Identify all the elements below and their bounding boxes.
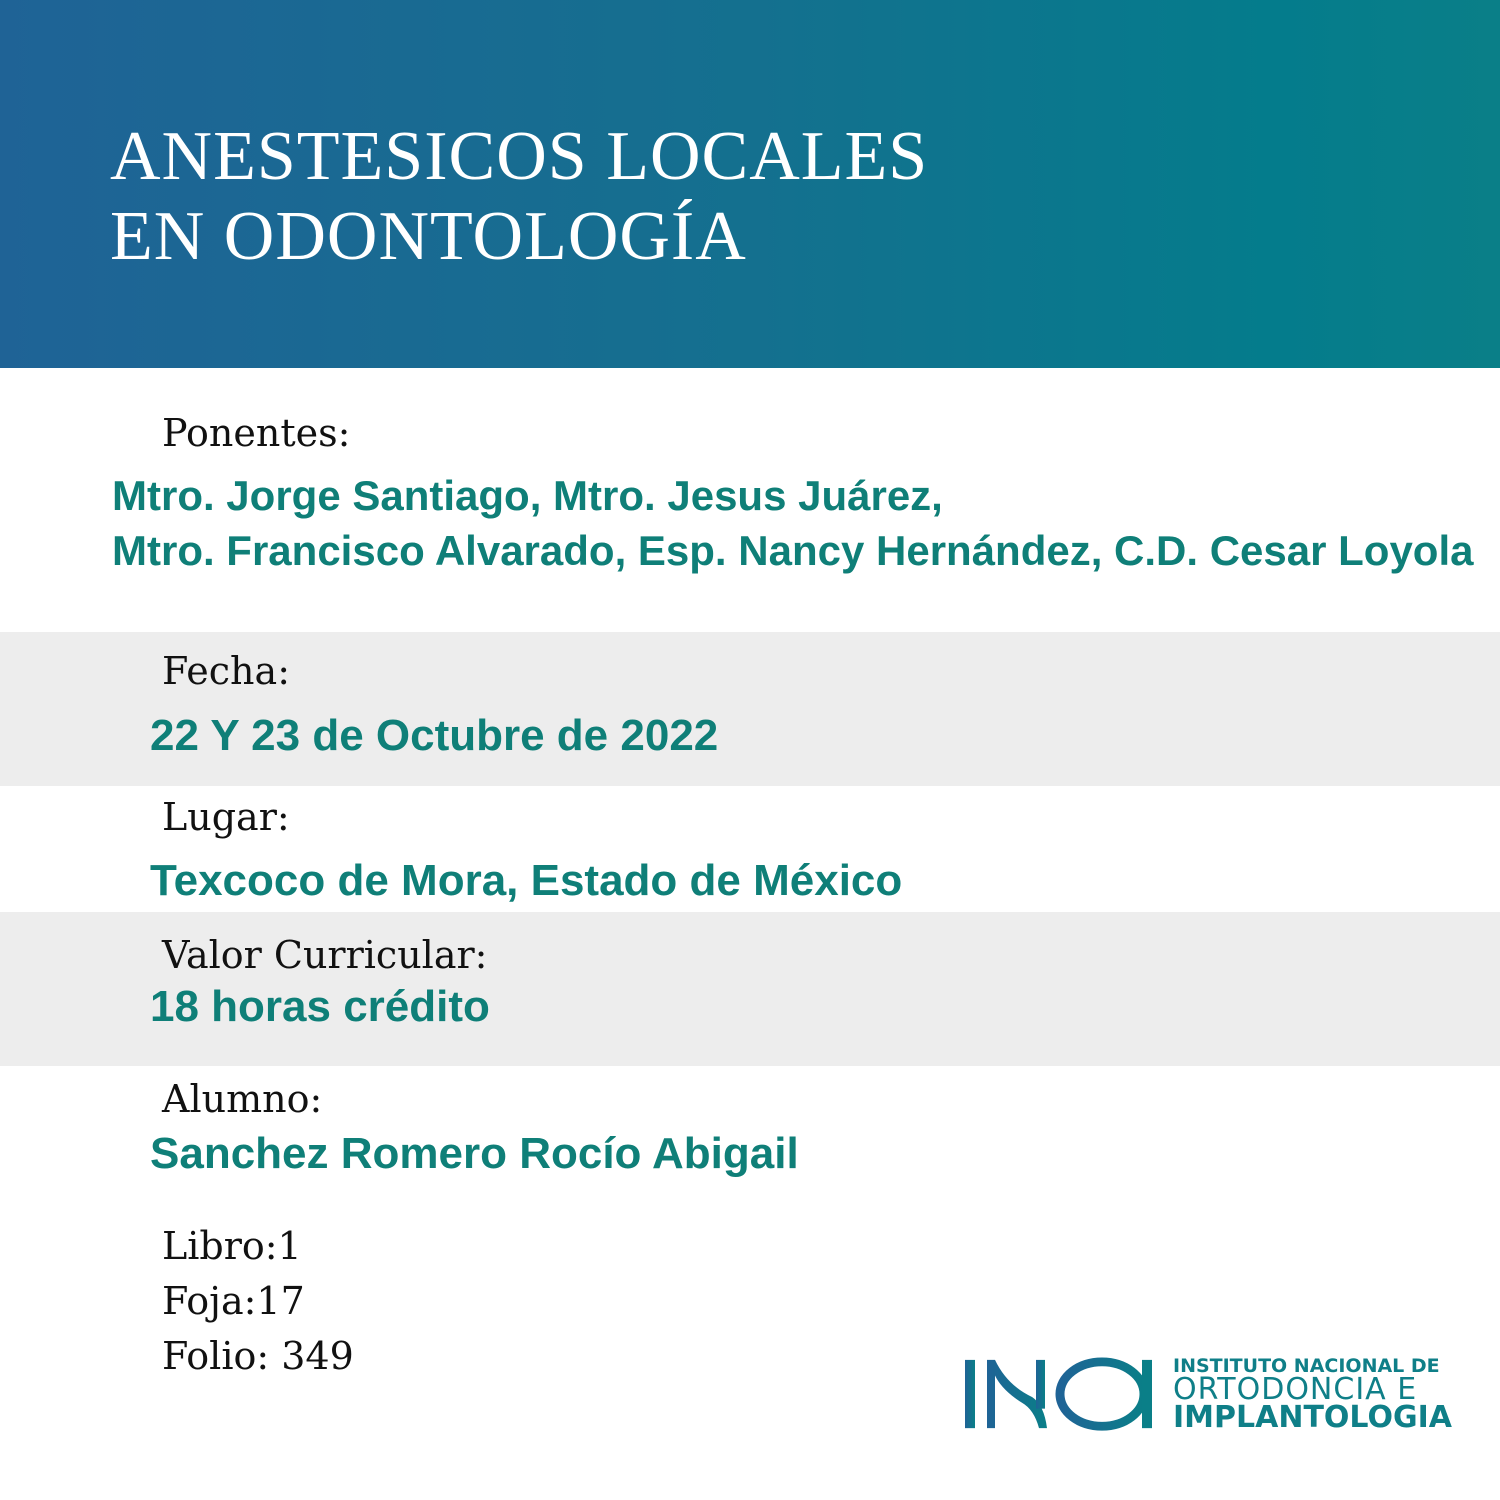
valor-value: 18 horas crédito <box>150 982 490 1031</box>
ponentes-line-2: Mtro. Francisco Alvarado, Esp. Nancy Her… <box>112 527 1474 574</box>
fecha-band <box>0 632 1500 786</box>
ponentes-line-1: Mtro. Jorge Santiago, Mtro. Jesus Juárez… <box>112 472 943 519</box>
libro-text: Libro:1 <box>162 1224 302 1268</box>
logo-text-line-3: IMPLANTOLOGIA <box>1173 1400 1452 1435</box>
fecha-value: 22 Y 23 de Octubre de 2022 <box>150 711 719 760</box>
valor-label: Valor Curricular: <box>162 933 488 977</box>
title-line-1: ANESTESICOS LOCALES <box>110 118 929 195</box>
ponentes-label: Ponentes: <box>162 411 351 455</box>
valor-band <box>0 912 1500 1066</box>
folio-text: Folio: 349 <box>162 1334 354 1378</box>
inoi-logo-mark <box>965 1357 1152 1431</box>
foja-text: Foja:17 <box>162 1279 305 1323</box>
lugar-label: Lugar: <box>162 795 290 839</box>
alumno-label: Alumno: <box>162 1077 323 1121</box>
header-banner: ANESTESICOS LOCALES EN ODONTOLOGÍA <box>0 0 1500 368</box>
lugar-value: Texcoco de Mora, Estado de México <box>150 856 903 905</box>
title-line-2: EN ODONTOLOGÍA <box>110 198 747 275</box>
fecha-label: Fecha: <box>162 649 290 693</box>
alumno-value: Sanchez Romero Rocío Abigail <box>150 1129 799 1178</box>
logo-text-line-1: INSTITUTO NACIONAL DE <box>1173 1355 1440 1377</box>
logo-text-line-2: ORTODONCIA E <box>1173 1372 1418 1407</box>
